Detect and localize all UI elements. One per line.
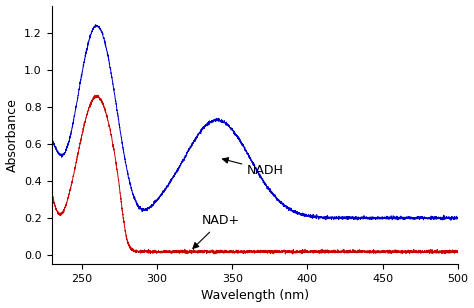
Y-axis label: Absorbance: Absorbance <box>6 98 18 172</box>
Text: NAD+: NAD+ <box>193 214 240 249</box>
Text: NADH: NADH <box>222 158 284 177</box>
X-axis label: Wavelength (nm): Wavelength (nm) <box>201 290 309 302</box>
